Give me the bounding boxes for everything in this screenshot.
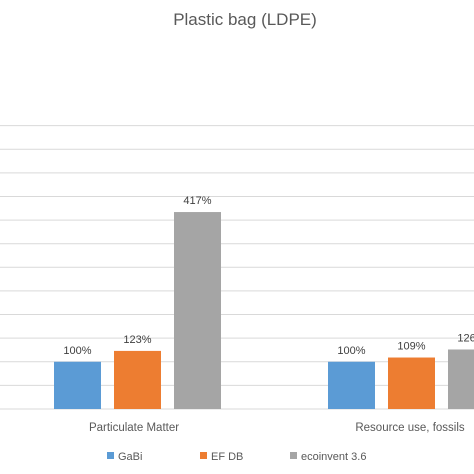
category-label: Particulate Matter xyxy=(89,422,179,434)
data-label: 100% xyxy=(337,345,365,357)
bar-ef-db-1 xyxy=(388,357,435,409)
data-label: 123% xyxy=(123,334,151,346)
bar-gabi-0 xyxy=(54,361,101,409)
bar-ef-db-0 xyxy=(114,350,161,409)
legend-label: GaBi xyxy=(118,451,142,463)
category-label: Resource use, fossils xyxy=(355,422,465,434)
data-labels: 100% 100% 123% 109% 417% 126% xyxy=(63,195,474,357)
data-label: 100% xyxy=(63,345,91,357)
bar-ecoinvent-3-6-1 xyxy=(448,349,474,409)
bar-gabi-1 xyxy=(328,361,375,409)
legend-label: EF DB xyxy=(211,451,243,463)
legend-swatch xyxy=(290,452,297,459)
legend: GaBi EF DB ecoinvent 3.6 xyxy=(107,451,366,463)
bars xyxy=(54,212,474,409)
legend-swatch xyxy=(200,452,207,459)
bar-ecoinvent-3-6-0 xyxy=(174,212,221,409)
data-label: 109% xyxy=(397,341,425,353)
legend-label: ecoinvent 3.6 xyxy=(301,451,366,463)
data-label: 417% xyxy=(183,195,211,207)
chart-title: Plastic bag (LDPE) xyxy=(173,10,317,29)
data-label: 126% xyxy=(457,332,474,344)
legend-swatch xyxy=(107,452,114,459)
category-labels: Particulate Matter Resource use, fossils xyxy=(89,422,465,434)
